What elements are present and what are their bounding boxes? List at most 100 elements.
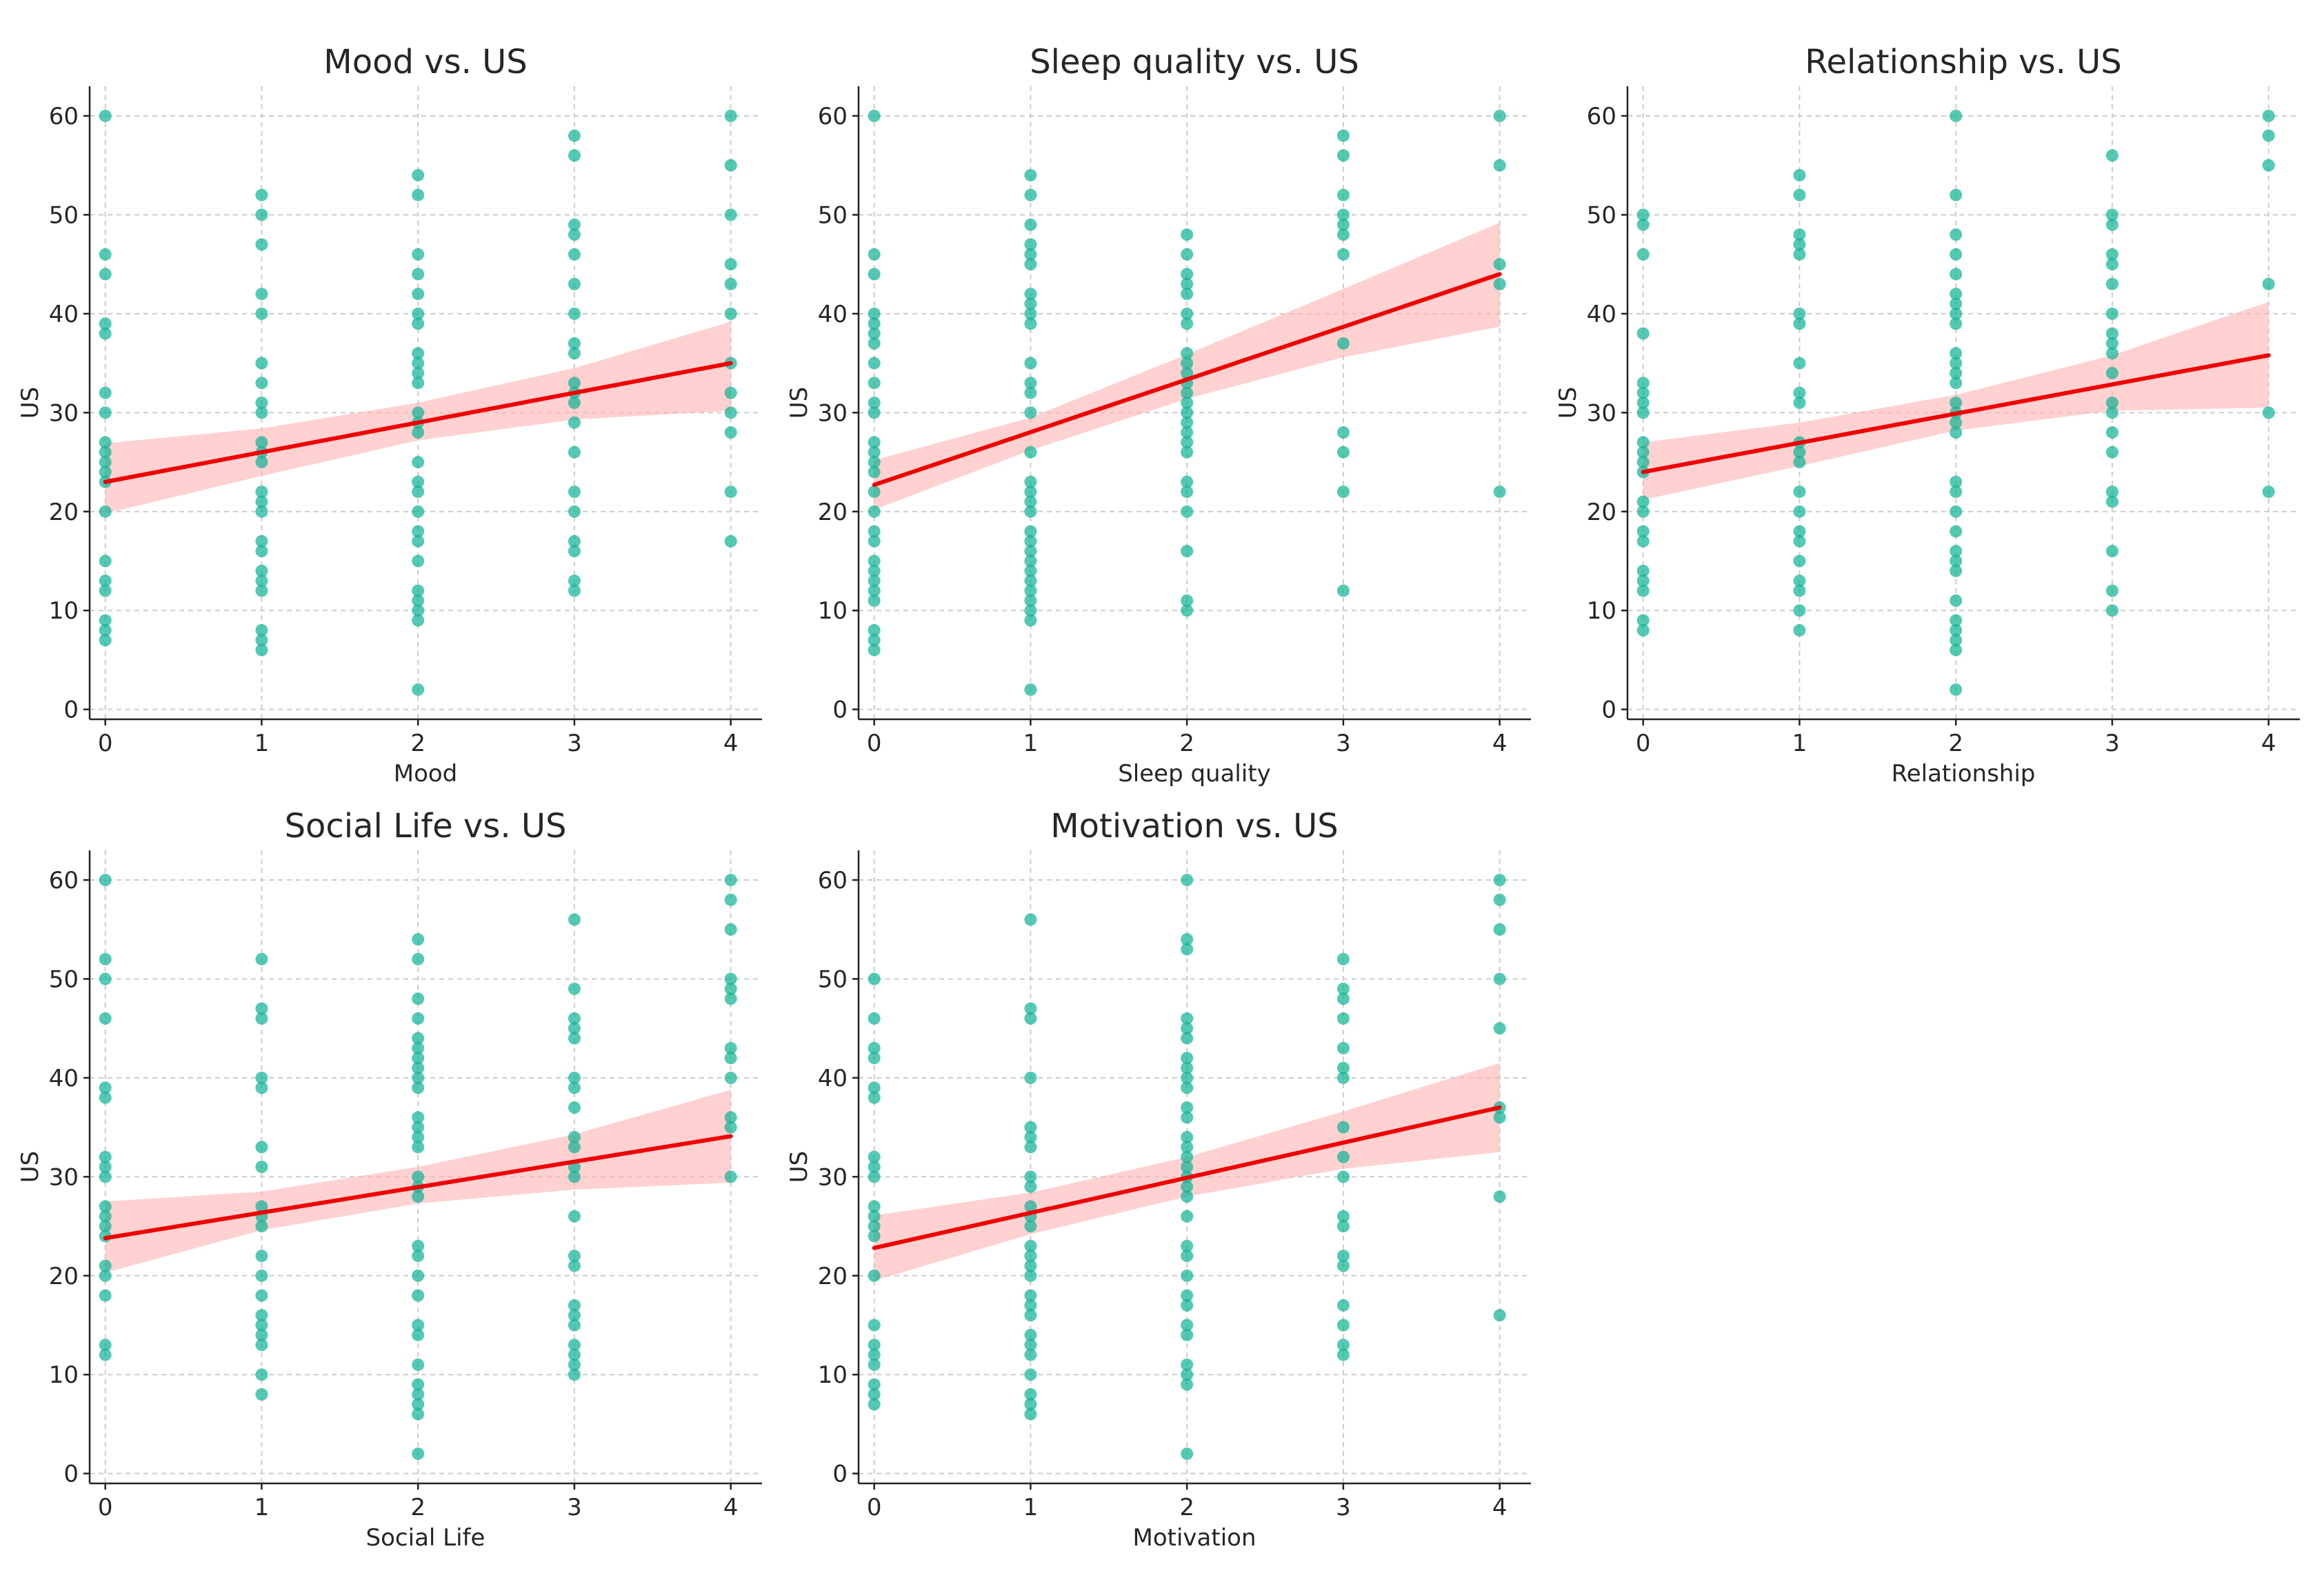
data-point <box>99 317 112 330</box>
data-point <box>255 1071 268 1084</box>
data-point <box>1181 1378 1194 1391</box>
data-point <box>724 1121 737 1134</box>
data-point <box>1181 416 1194 429</box>
data-point <box>1181 1250 1194 1263</box>
data-point <box>412 604 425 617</box>
data-point <box>1181 1319 1194 1332</box>
data-point <box>1636 456 1650 469</box>
data-point <box>1181 1161 1194 1173</box>
data-point <box>1336 228 1350 241</box>
data-point <box>2262 129 2275 142</box>
data-point <box>255 406 268 419</box>
data-point <box>1336 129 1350 142</box>
data-point <box>1024 554 1037 568</box>
data-point <box>868 337 881 350</box>
data-point <box>568 913 581 926</box>
data-point <box>1024 1239 1037 1252</box>
data-point <box>255 1269 268 1282</box>
data-point <box>2105 446 2118 459</box>
data-point <box>1024 913 1037 926</box>
data-point <box>412 1170 425 1183</box>
data-point <box>2105 397 2118 409</box>
data-point <box>255 545 268 558</box>
data-point <box>1336 208 1350 221</box>
data-point <box>2105 307 2118 320</box>
data-point <box>255 288 268 301</box>
data-point <box>1950 614 1963 627</box>
data-point <box>2105 337 2118 350</box>
data-point <box>99 1259 112 1272</box>
data-point <box>1024 1170 1037 1183</box>
x-tick-label: 1 <box>1023 1494 1039 1521</box>
data-point <box>1181 406 1194 419</box>
data-point <box>1181 307 1194 320</box>
data-point <box>868 1161 881 1173</box>
data-point <box>1950 525 1963 538</box>
data-point <box>255 534 268 548</box>
data-point <box>1950 475 1963 488</box>
x-tick-label: 1 <box>1023 730 1039 757</box>
data-point <box>1181 268 1194 281</box>
data-point <box>1024 1259 1037 1272</box>
data-point <box>1336 188 1350 201</box>
x-tick-label: 3 <box>2105 730 2120 757</box>
data-point <box>1636 386 1650 399</box>
data-point <box>1950 228 1963 241</box>
data-point <box>2105 208 2118 221</box>
data-point <box>1793 604 1806 617</box>
data-point <box>568 416 581 429</box>
x-tick-label: 2 <box>1179 1494 1194 1521</box>
data-point <box>568 505 581 518</box>
data-point <box>1493 923 1506 936</box>
data-point <box>1493 972 1506 985</box>
data-point <box>868 1269 881 1282</box>
data-point <box>412 1121 425 1134</box>
data-point <box>99 1161 112 1173</box>
data-point <box>724 1111 737 1124</box>
data-point <box>1024 258 1037 271</box>
data-point <box>255 397 268 409</box>
data-point <box>868 574 881 588</box>
data-point <box>568 347 581 360</box>
data-point <box>1181 1299 1194 1312</box>
x-tick-label: 1 <box>254 730 270 757</box>
y-tick-label: 40 <box>49 301 79 328</box>
data-point <box>568 1081 581 1094</box>
data-point <box>1024 377 1037 390</box>
data-point <box>99 1269 112 1282</box>
data-point <box>1181 933 1194 946</box>
data-point <box>1181 1368 1194 1381</box>
y-tick-label: 50 <box>49 965 79 993</box>
data-point <box>412 1190 425 1203</box>
data-point <box>568 1319 581 1332</box>
data-point <box>868 406 881 419</box>
data-point <box>1181 397 1194 409</box>
x-tick-label: 2 <box>410 730 425 757</box>
data-point <box>568 1250 581 1263</box>
data-point <box>724 426 737 439</box>
data-point <box>412 683 425 696</box>
data-point <box>1024 317 1037 330</box>
data-point <box>868 1348 881 1361</box>
data-point <box>868 1388 881 1401</box>
data-point <box>1024 1012 1037 1025</box>
data-point <box>868 446 881 459</box>
data-point <box>255 1012 268 1025</box>
data-point <box>1181 1210 1194 1223</box>
data-point <box>2262 159 2275 172</box>
data-point <box>724 534 737 548</box>
y-tick-label: 60 <box>49 867 79 894</box>
data-point <box>868 505 881 518</box>
data-point <box>1024 1398 1037 1411</box>
data-point <box>724 110 737 123</box>
y-tick-label: 0 <box>63 1461 79 1488</box>
data-point <box>868 377 881 390</box>
data-point <box>868 1220 881 1233</box>
data-point <box>568 486 581 499</box>
data-point <box>1493 110 1506 123</box>
data-point <box>412 347 425 360</box>
data-point <box>1024 534 1037 548</box>
data-point <box>1950 366 1963 379</box>
data-point <box>2105 258 2118 271</box>
